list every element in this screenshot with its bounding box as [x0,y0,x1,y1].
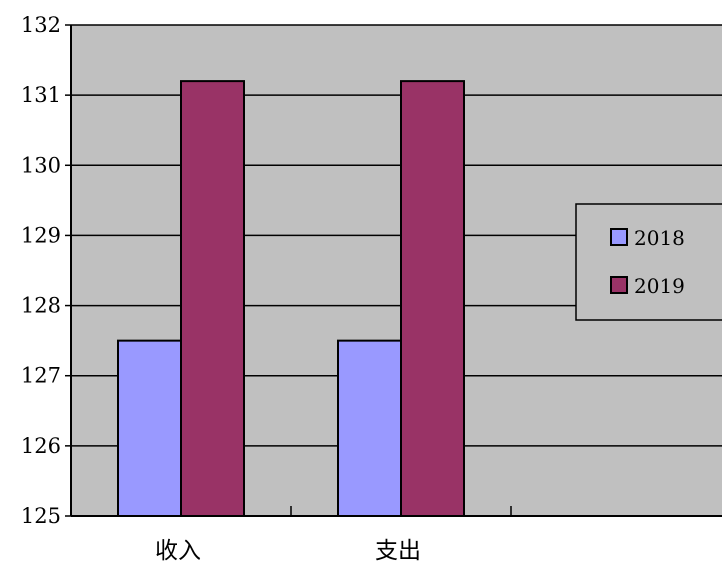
y-tick-label-128: 128 [21,294,61,318]
bar-2018-1 [337,339,402,517]
y-tick-label-131: 131 [21,83,61,107]
legend-label-2019: 2019 [634,274,685,298]
legend-label-2018: 2018 [634,226,685,250]
y-tick-label-125: 125 [21,504,61,528]
x-category-label-1: 支出 [375,538,421,562]
legend-swatch-2019 [610,276,628,294]
y-tick-label-132: 132 [21,13,61,37]
x-category-label-0: 收入 [155,538,201,562]
y-tick-label-126: 126 [21,434,61,458]
bar-2018-0 [117,339,182,517]
y-tick-label-127: 127 [21,364,61,388]
y-tick-labels: 125 126 127 128 129 130 131 132 [21,13,61,528]
y-tick-label-130: 130 [21,153,61,177]
bar-2019-0 [180,80,245,517]
legend: 2018 2019 [575,203,722,321]
legend-swatch-2018 [610,228,628,246]
x-category-labels: 收入 支出 [155,538,421,562]
axes [65,24,722,517]
legend-box [575,203,722,321]
y-tick-label-129: 129 [21,223,61,247]
bar-2019-1 [400,80,465,517]
